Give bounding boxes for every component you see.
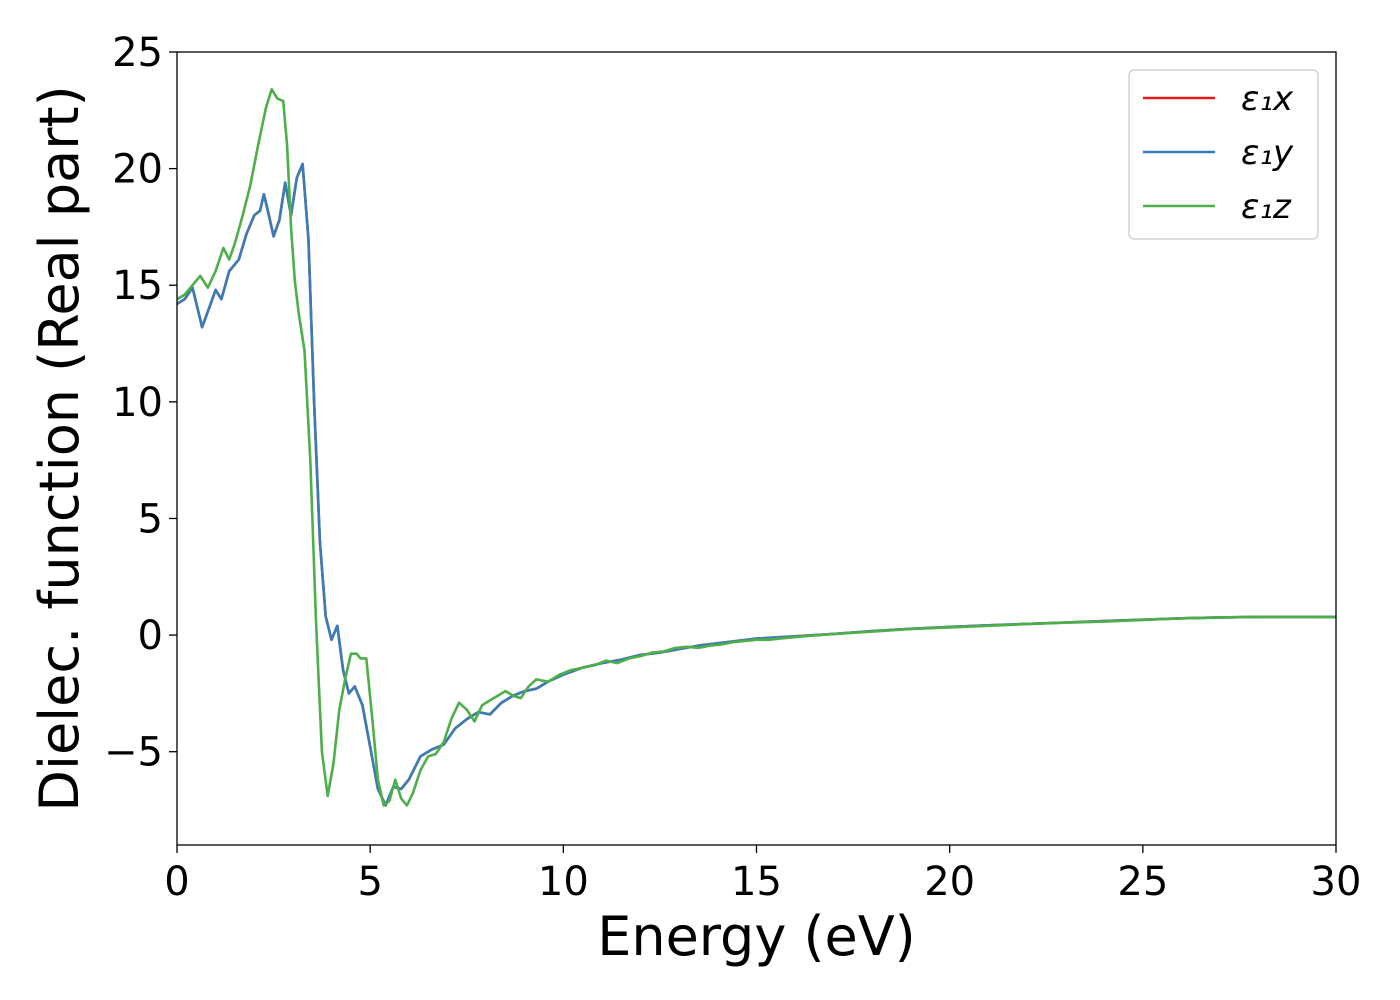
legend-label-3: ε₁z [1241, 187, 1292, 227]
x-tick-label: 20 [924, 859, 975, 905]
y-tick-label: 10 [112, 380, 163, 426]
y-tick-label: 25 [112, 30, 163, 76]
x-tick-label: 30 [1311, 859, 1362, 905]
legend-box [1128, 69, 1319, 240]
series-layer [177, 88, 1336, 807]
x-axis-ticks: 0 5 10 15 20 25 30 [164, 845, 1361, 905]
x-tick-label: 0 [164, 859, 189, 905]
x-tick-label: 15 [731, 859, 782, 905]
y-axis-ticks: −5 0 5 10 15 20 25 [104, 30, 177, 776]
x-tick-label: 5 [357, 859, 382, 905]
y-tick-label: 15 [112, 263, 163, 309]
y-tick-label: 5 [138, 496, 163, 542]
x-tick-label: 25 [1117, 859, 1168, 905]
series-line-3 [177, 88, 1336, 807]
legend-label-1: ε₁x [1241, 79, 1294, 119]
legend: ε₁x ε₁y ε₁z [1128, 69, 1319, 240]
x-tick-label: 10 [538, 859, 589, 905]
x-axis-label: Energy (eV) [597, 905, 916, 968]
y-tick-label: 20 [112, 147, 163, 193]
y-tick-label: −5 [104, 730, 163, 776]
legend-label-2: ε₁y [1241, 133, 1294, 173]
y-axis-label: Dielec. function (Real part) [28, 85, 91, 811]
y-tick-label: 0 [138, 613, 163, 659]
